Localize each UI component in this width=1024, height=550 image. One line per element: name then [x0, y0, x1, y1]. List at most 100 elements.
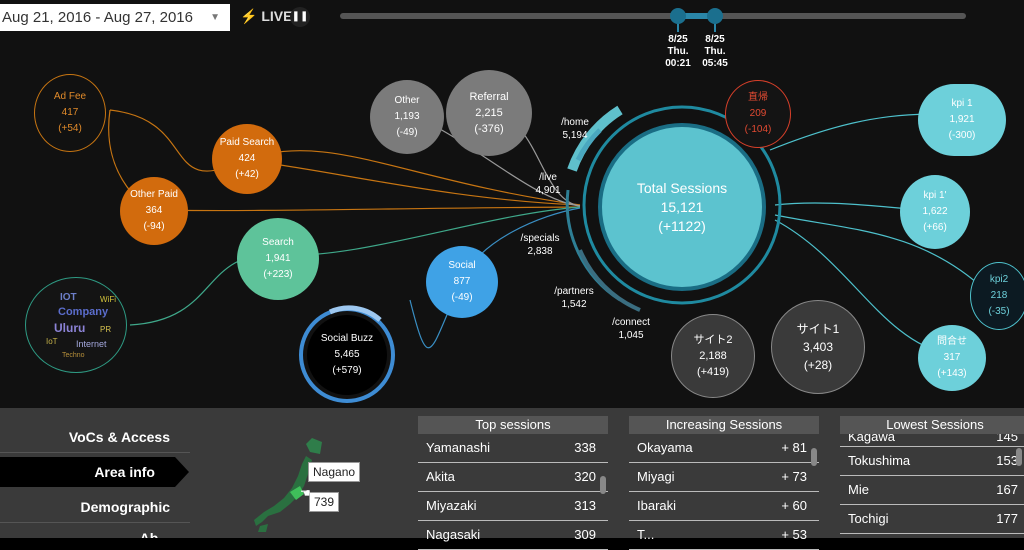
bubble-delta: (+28) — [803, 358, 833, 372]
source-referral[interactable]: Referral 2,215 (-376) — [446, 70, 532, 156]
date-range-picker[interactable]: Aug 21, 2016 - Aug 27, 2016 ▼ — [0, 4, 230, 31]
table-row[interactable]: Nagasaki 309 — [418, 521, 608, 550]
panel-title: Lowest Sessions — [840, 416, 1024, 434]
output-kpi1[interactable]: kpi 1 1,921 (-300) — [918, 84, 1006, 156]
total-name: Total Sessions — [636, 179, 728, 196]
timeline-marker-start-label: 8/25 Thu. 00:21 — [662, 34, 694, 70]
nav-more[interactable]: Ab... — [139, 530, 170, 538]
bubble-value: 877 — [453, 276, 471, 287]
page-home[interactable]: /home 5,194 — [555, 116, 595, 142]
table-row[interactable]: Ibaraki + 60 — [629, 492, 819, 521]
bubble-delta: (-35) — [988, 306, 1010, 317]
bubble-name: Paid Search — [219, 137, 275, 148]
sessions-flow-visualization: Aug 21, 2016 - Aug 27, 2016 ▼ ⚡ LIVE ❚❚ … — [0, 0, 1024, 408]
nav-area-info[interactable]: Area info — [0, 457, 189, 487]
source-social[interactable]: Social 877 (-49) — [426, 246, 498, 318]
bubble-name: Other — [394, 95, 420, 106]
bubble-value: 3,403 — [802, 340, 834, 354]
table-row[interactable]: Miyagi + 73 — [629, 463, 819, 492]
source-ad-fee[interactable]: Ad Fee 417 (+54) — [34, 74, 106, 152]
bubble-name: kpi 1 — [951, 98, 973, 109]
source-other[interactable]: Other 1,193 (-49) — [370, 80, 444, 154]
top-sessions-scrollbar[interactable] — [600, 476, 606, 494]
bubble-delta: (+143) — [937, 368, 967, 379]
table-row[interactable]: Akita 320 — [418, 463, 608, 492]
source-paid-search[interactable]: Paid Search 424 (+42) — [212, 124, 282, 194]
output-direct[interactable]: 直帰 209 (-104) — [725, 80, 791, 148]
bubble-delta: (-49) — [396, 127, 418, 138]
increasing-sessions-scrollbar[interactable] — [811, 448, 817, 466]
row-region: Miyazaki — [426, 498, 477, 513]
table-row[interactable]: Kagawa 145 — [840, 434, 1024, 447]
page-connect[interactable]: /connect 1,045 — [605, 316, 657, 342]
word: IoT — [46, 337, 58, 346]
page-value: 2,838 — [527, 246, 553, 257]
bubble-name: 直帰 — [748, 92, 768, 103]
row-value: + 81 — [781, 440, 807, 455]
output-kpi2[interactable]: kpi2 218 (-35) — [970, 262, 1024, 330]
row-region: Nagasaki — [426, 527, 481, 542]
output-kpi1-prime[interactable]: kpi 1' 1,622 (+66) — [900, 175, 970, 249]
output-site2[interactable]: サイト2 2,188 (+419) — [671, 314, 755, 398]
bubble-name: Referral — [469, 91, 509, 103]
bubble-value: 424 — [238, 153, 256, 164]
timeline-handle-start — [670, 8, 686, 24]
marker-time: 05:45 — [702, 58, 728, 69]
bubble-delta: (-376) — [474, 123, 504, 135]
panel-title: Increasing Sessions — [629, 416, 819, 434]
row-value: 167 — [996, 482, 1018, 497]
row-value: 313 — [574, 498, 596, 513]
table-row[interactable]: Yamanashi 338 — [418, 434, 608, 463]
map-region-tooltip: Nagano — [308, 462, 361, 482]
bubble-name: Social — [448, 260, 476, 271]
cursor-hand-icon: ☚ — [300, 486, 311, 500]
bubble-name: 問合せ — [937, 336, 967, 347]
row-region: Miyagi — [637, 469, 675, 484]
page-partners[interactable]: /partners 1,542 — [548, 285, 600, 311]
bubble-delta: (+579) — [332, 365, 362, 376]
nav-demographic[interactable]: Demographic — [80, 499, 170, 515]
bubble-value: 1,622 — [922, 206, 948, 217]
lowest-sessions-scrollbar[interactable] — [1016, 448, 1022, 466]
row-region: Tochigi — [848, 511, 889, 526]
source-other-paid[interactable]: Other Paid 364 (-94) — [120, 177, 188, 245]
table-row[interactable]: Mie 167 — [840, 476, 1024, 505]
bubble-value: 2,215 — [475, 107, 503, 119]
total-sessions-bubble[interactable]: Total Sessions 15,121 (+1122) — [598, 123, 766, 291]
bubble-value: 1,941 — [265, 253, 291, 264]
bubble-value: 1,921 — [949, 114, 975, 125]
nav-vocs-access[interactable]: VoCs & Access — [68, 429, 170, 445]
bubble-delta: (+66) — [923, 222, 947, 233]
live-toggle[interactable]: ⚡ LIVE — [240, 8, 292, 25]
bubble-delta: (-49) — [451, 292, 473, 303]
japan-map[interactable] — [250, 434, 330, 534]
map-count-tooltip: 739 — [309, 492, 340, 512]
bubble-value: 364 — [145, 205, 163, 216]
live-label: LIVE — [261, 8, 293, 24]
row-value: 320 — [574, 469, 596, 484]
bubble-value: 209 — [749, 108, 767, 119]
bubble-value: 5,465 — [334, 349, 360, 360]
source-search[interactable]: Search 1,941 (+223) — [237, 218, 319, 300]
table-row[interactable]: Tokushima 153 — [840, 447, 1024, 476]
total-delta: (+1122) — [658, 217, 706, 234]
page-live[interactable]: /live 4,901 — [528, 171, 568, 197]
row-region: Yamanashi — [426, 440, 491, 455]
table-row[interactable]: Okayama + 81 — [629, 434, 819, 463]
table-row[interactable]: Miyazaki 313 — [418, 492, 608, 521]
row-value: 338 — [574, 440, 596, 455]
bubble-name: Search — [262, 237, 294, 248]
table-row[interactable]: Tochigi 177 — [840, 505, 1024, 534]
page-value: 1,542 — [561, 299, 587, 310]
word: WiFi — [100, 295, 116, 304]
row-region: Kagawa — [848, 434, 895, 444]
word: PR — [100, 325, 112, 334]
lightning-icon: ⚡ — [240, 8, 258, 24]
source-social-buzz[interactable]: Social Buzz 5,465 (+579) — [307, 315, 387, 395]
table-row[interactable]: T... + 53 — [629, 521, 819, 550]
page-specials[interactable]: /specials 2,838 — [514, 232, 566, 258]
output-contact[interactable]: 問合せ 317 (+143) — [918, 325, 986, 391]
output-site1[interactable]: サイト1 3,403 (+28) — [771, 300, 865, 394]
wordcloud-bubble[interactable]: IOT Company Uluru Internet IoT WiFi Tech… — [25, 277, 127, 373]
pause-button[interactable]: ❚❚ — [290, 7, 310, 27]
